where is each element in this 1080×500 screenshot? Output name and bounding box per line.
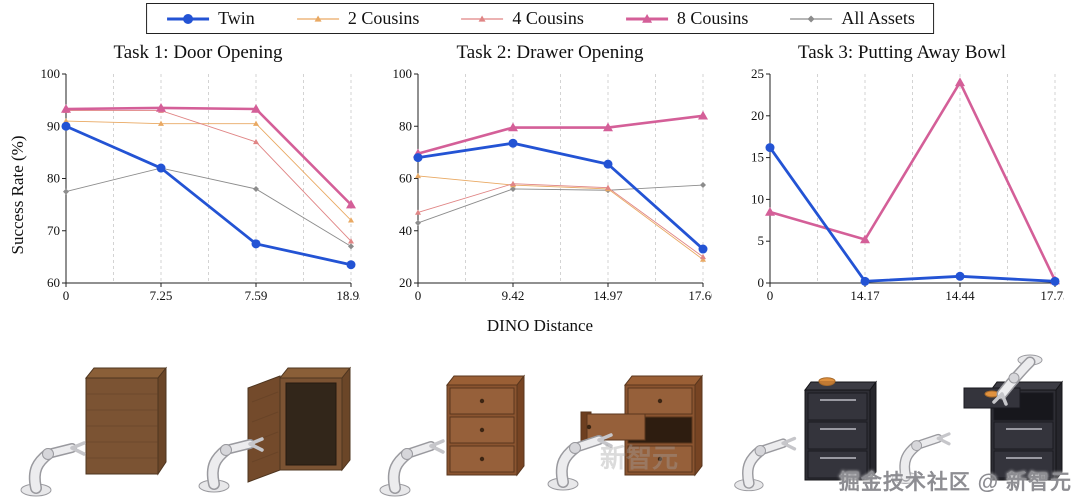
svg-text:0: 0 [758,275,765,290]
chart-plot-task2: 20 40 60 80 100 0 9.42 14.97 17.60 [393,66,718,303]
legend-marker-icon [625,13,668,23]
chart-title-task3: Task 3: Putting Away Bowl [797,42,1007,63]
svg-text:14.44: 14.44 [945,288,975,303]
legend-label: 2 Cousins [347,8,420,28]
legend-label: All Assets [841,8,915,28]
charts-row: Task 1: Door Opening 60 70 80 90 100 0 7.25 7.5… [30,42,1070,316]
task2-closed-drawer-image [380,374,526,496]
x-axis-label: DINO Distance [486,316,594,335]
svg-text:17.73: 17.73 [1040,288,1064,303]
legend-label: Twin [218,8,255,28]
svg-text:14.17: 14.17 [850,288,880,303]
svg-text:20: 20 [399,275,412,290]
legend-marker-icon [167,13,210,24]
task2-demo-images [367,374,704,498]
legend-item-twin: Twin [165,8,255,29]
svg-text:100: 100 [41,66,61,81]
task3-closed-cabinet-image [735,377,877,491]
task1-closed-door-image [21,366,168,496]
svg-text:0: 0 [415,288,422,303]
chart-title-task1: Task 1: Door Opening [113,42,283,63]
svg-text:25: 25 [751,66,764,81]
svg-text:70: 70 [47,223,60,238]
task3-open-drawer-image [892,354,1063,483]
demo-images-row [0,350,1080,498]
svg-text:17.60: 17.60 [688,288,712,303]
svg-text:7.25: 7.25 [150,288,173,303]
legend-item-8-cousins: 8 Cousins [624,8,749,29]
chart-plot-task3: 0 5 10 15 20 25 0 14.17 14.44 17.73 [751,66,1070,303]
svg-text:15: 15 [751,150,764,165]
svg-text:0: 0 [63,288,70,303]
svg-text:20: 20 [751,108,764,123]
chart-task1: Task 1: Door Opening 60 70 80 90 100 0 7.25 7.5… [30,42,366,316]
task1-open-door-image [199,366,352,492]
legend-item-4-cousins: 4 Cousins [459,8,584,29]
chart-plot-task1: 60 70 80 90 100 0 7.25 7.59 18.93 [41,66,366,303]
svg-text:60: 60 [399,171,412,186]
task1-demo-images [8,366,352,498]
svg-text:14.97: 14.97 [593,288,623,303]
task2-open-drawer-image [548,374,704,490]
legend-label: 8 Cousins [676,8,749,28]
watermark-faint: 新智元 [600,443,679,473]
legend-marker-icon [461,15,504,22]
chart-task2: Task 2: Drawer Opening 20 40 60 80 100 0 9.42 1… [382,42,718,316]
svg-text:80: 80 [399,118,412,133]
svg-text:80: 80 [47,171,60,186]
task3-demo-images [720,354,1063,498]
svg-text:9.42: 9.42 [502,288,525,303]
legend: Twin 2 Cousins 4 Cousins 8 Cousins All Asset… [146,3,934,34]
chart-title-task2: Task 2: Drawer Opening [456,42,644,63]
y-axis-label: Success Rate (%) [8,135,27,255]
svg-text:100: 100 [393,66,413,81]
watermark: 掘金技术社区 @ 新智元 [838,471,1072,494]
svg-text:5: 5 [758,233,765,248]
svg-text:60: 60 [47,275,60,290]
legend-marker-icon [296,15,339,22]
chart-task3: Task 3: Putting Away Bowl 0 5 10 15 20 25 0 14.… [734,42,1070,316]
legend-item-all-assets: All Assets [788,8,915,29]
legend-marker-icon [790,15,833,22]
legend-item-2-cousins: 2 Cousins [295,8,420,29]
svg-text:18.93: 18.93 [336,288,360,303]
svg-text:0: 0 [767,288,774,303]
svg-text:10: 10 [751,191,764,206]
svg-text:90: 90 [47,118,60,133]
svg-text:7.59: 7.59 [245,288,268,303]
svg-text:40: 40 [399,223,412,238]
legend-label: 4 Cousins [512,8,584,28]
